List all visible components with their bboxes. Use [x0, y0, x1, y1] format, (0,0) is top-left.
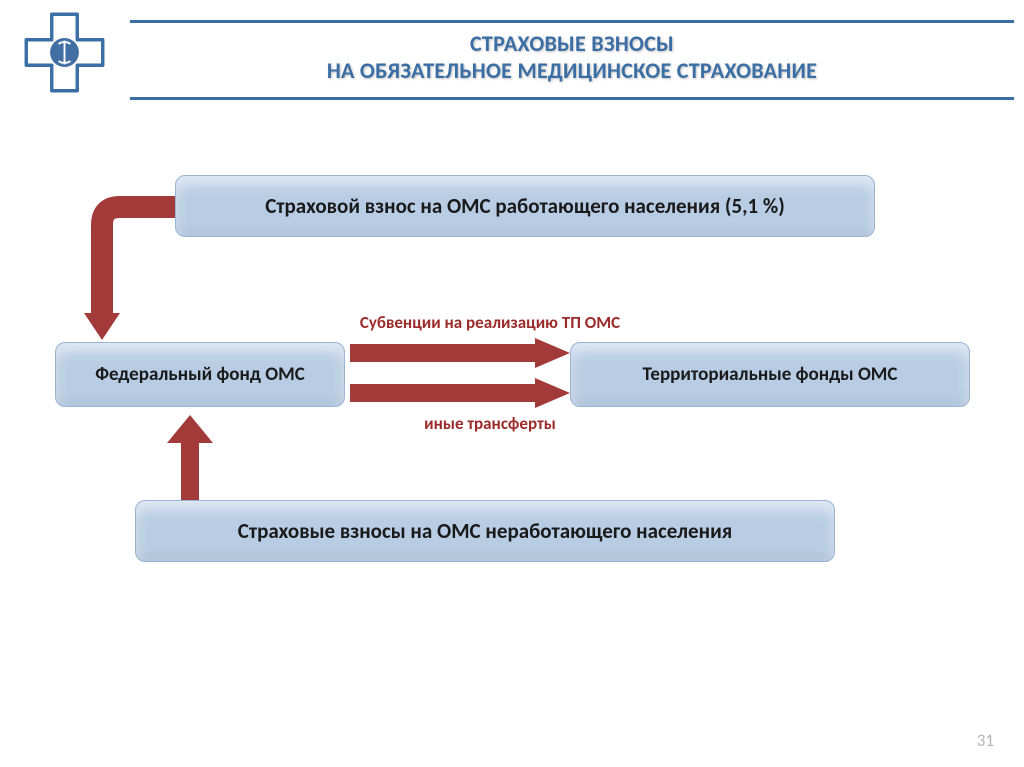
arrow-other-transfers: [350, 378, 570, 408]
arrow-bottom-to-left: [167, 415, 213, 505]
arrow-subventions: [350, 338, 570, 368]
label-subventions: Субвенции на реализацию ТП ОМС: [350, 312, 630, 333]
slide-title: СТРАХОВЫЕ ВЗНОСЫ НА ОБЯЗАТЕЛЬНОЕ МЕДИЦИН…: [160, 30, 984, 84]
title-line-1: СТРАХОВЫЕ ВЗНОСЫ: [160, 30, 984, 57]
node-territorial-funds: Территориальные фонды ОМС: [570, 342, 970, 407]
title-line-2: НА ОБЯЗАТЕЛЬНОЕ МЕДИЦИНСКОЕ СТРАХОВАНИЕ: [160, 57, 984, 84]
node-nonworking-population-contribution: Страховые взносы на ОМС неработающего на…: [135, 500, 835, 562]
label-other-transfers: иные трансферты: [350, 413, 630, 434]
flow-diagram: Страховой взнос на ОМС работающего насел…: [0, 120, 1024, 740]
node-federal-fund: Федеральный фонд ОМС: [55, 342, 345, 407]
medical-cross-logo-icon: [22, 10, 107, 95]
page-number: 31: [977, 730, 994, 751]
header-rule-top: [130, 20, 1014, 23]
node-working-population-contribution: Страховой взнос на ОМС работающего насел…: [175, 175, 875, 237]
slide-header: СТРАХОВЫЕ ВЗНОСЫ НА ОБЯЗАТЕЛЬНОЕ МЕДИЦИН…: [0, 0, 1024, 120]
header-rule-bottom: [130, 97, 1014, 100]
